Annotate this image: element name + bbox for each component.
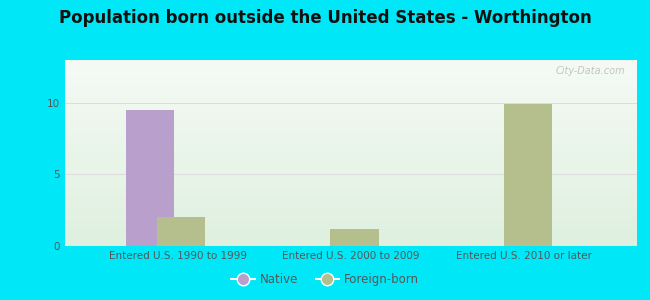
Bar	[504, 104, 552, 246]
Bar	[125, 110, 174, 246]
Text: City-Data.com: City-Data.com	[556, 66, 625, 76]
Legend: Native, Foreign-born: Native, Foreign-born	[226, 269, 424, 291]
Bar	[157, 218, 205, 246]
Bar	[330, 229, 379, 246]
Text: Population born outside the United States - Worthington: Population born outside the United State…	[58, 9, 592, 27]
